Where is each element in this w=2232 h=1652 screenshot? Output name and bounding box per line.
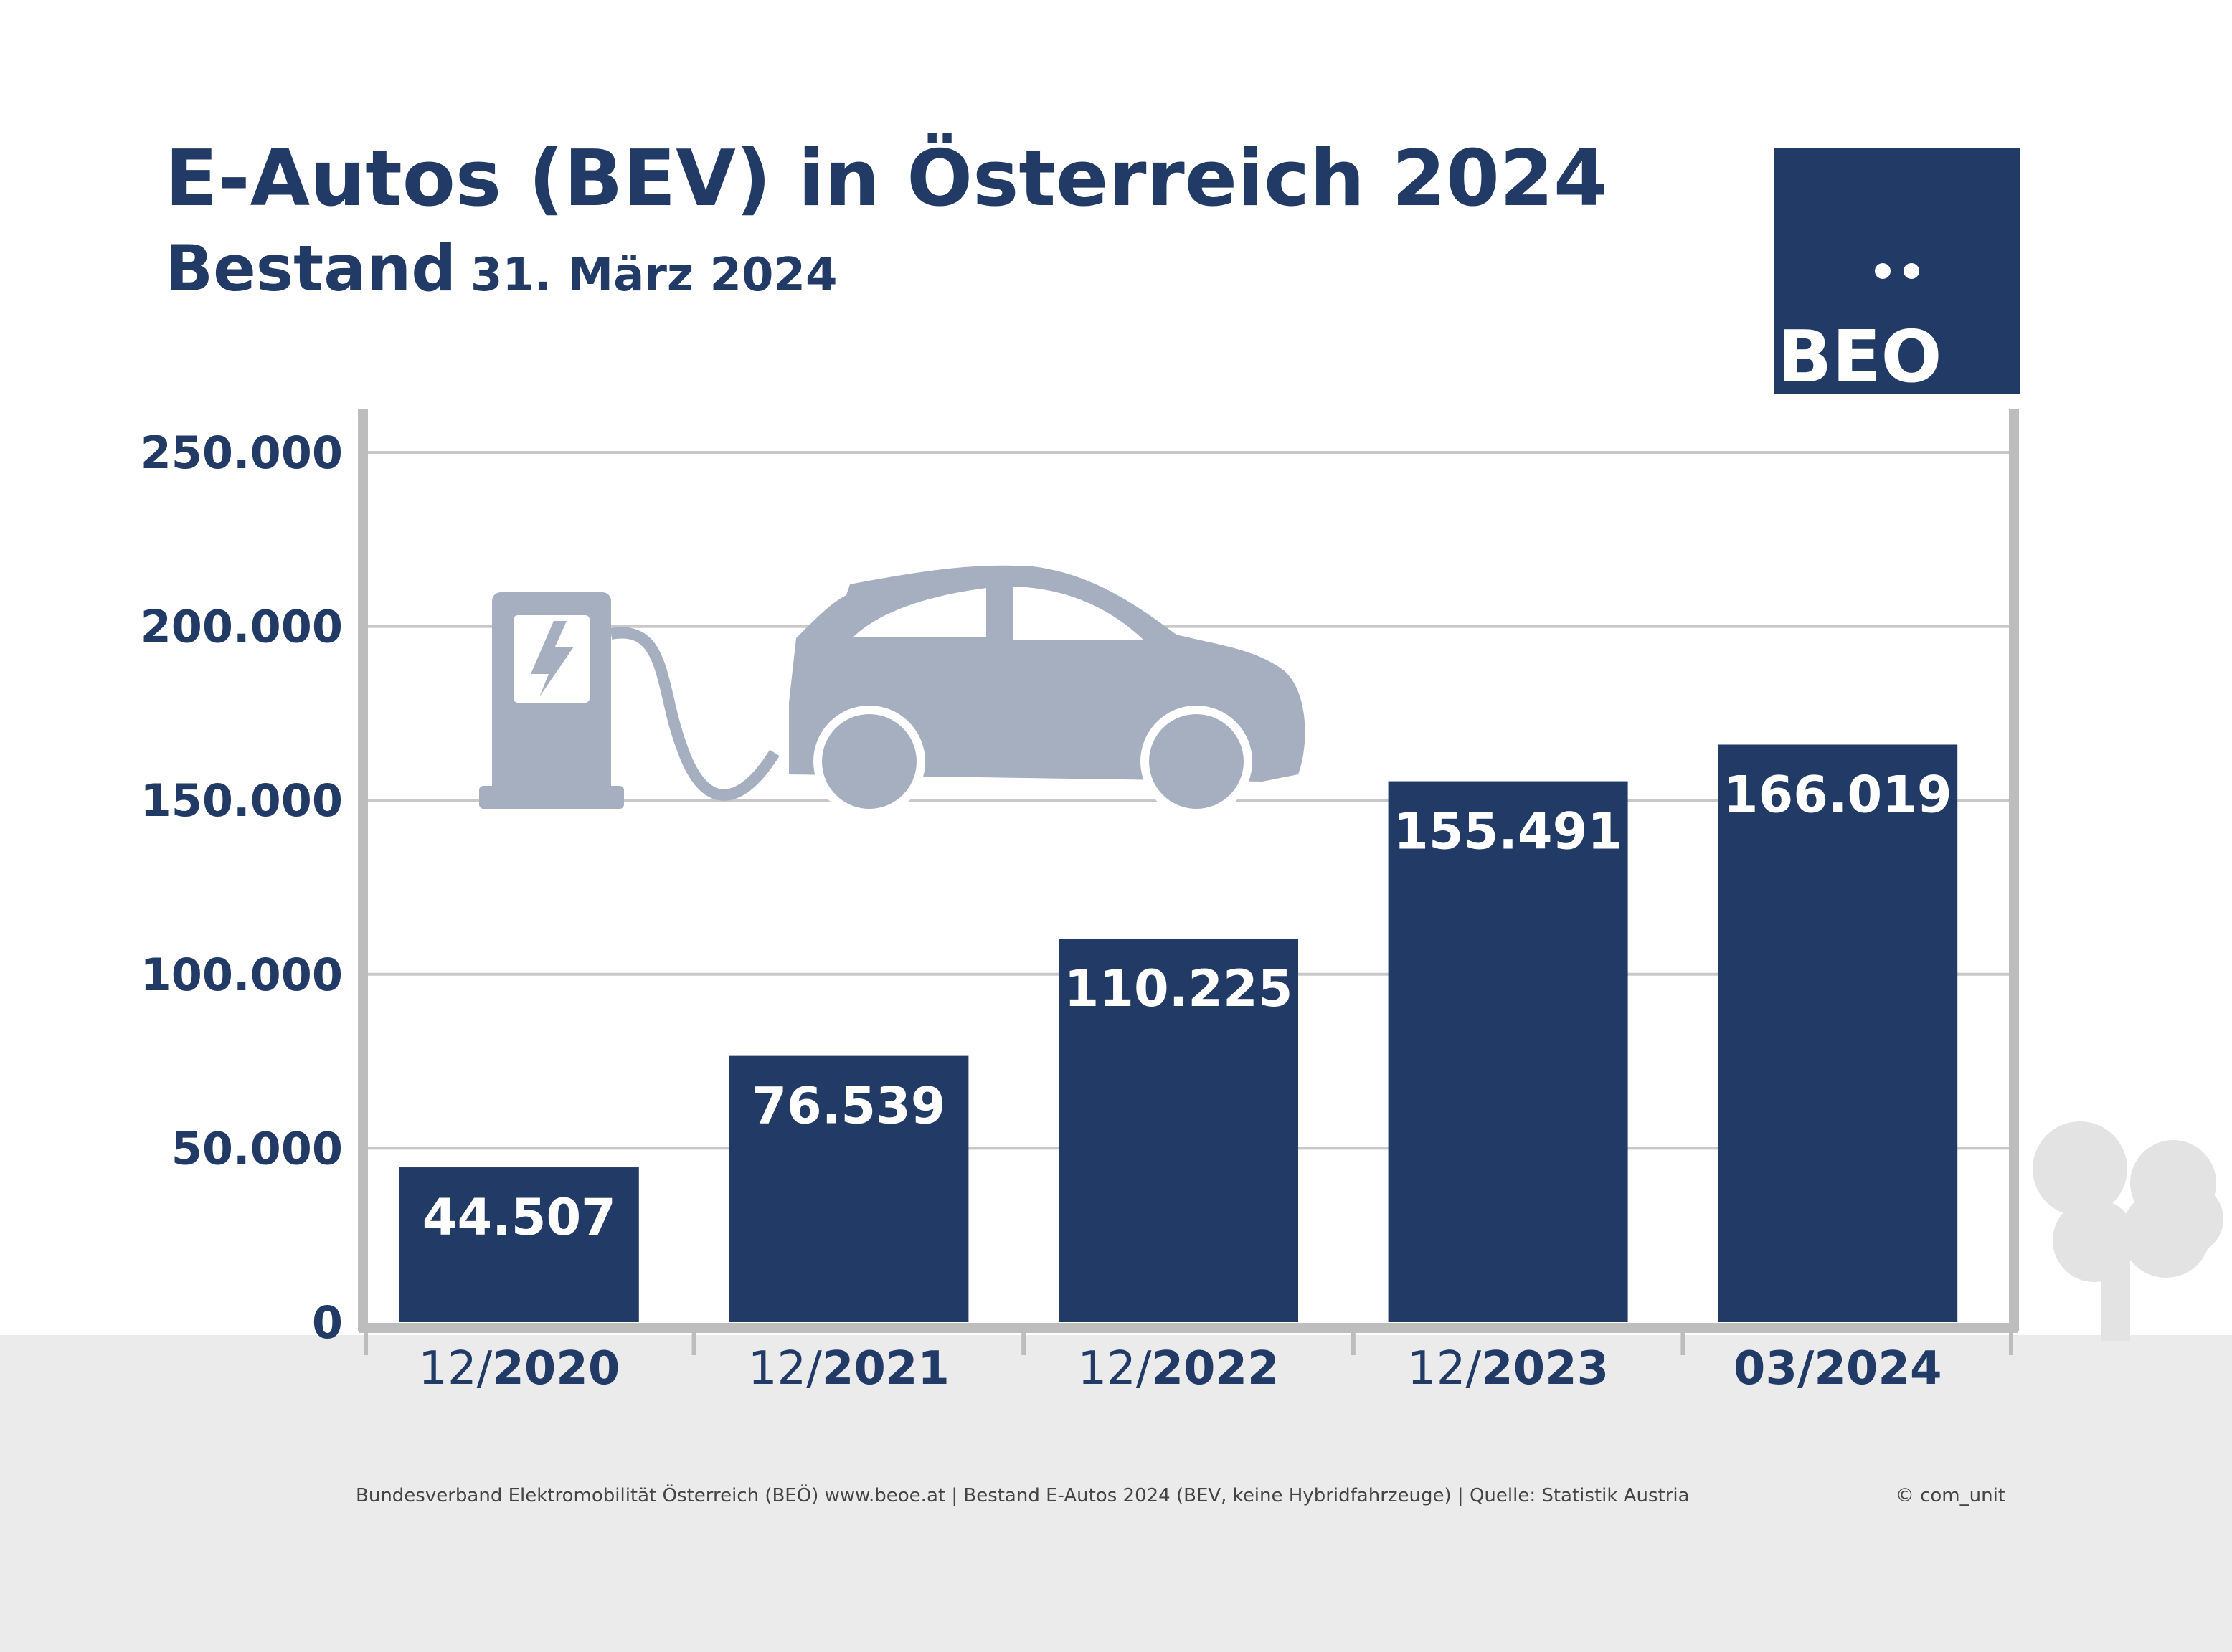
footer-source: Bundesverband Elektromobilität Österreic… xyxy=(356,1484,1690,1506)
x-tick-label: 12/2021 xyxy=(748,1342,950,1395)
x-tick-label: 03/2024 xyxy=(1734,1342,1942,1395)
bars: 44.507 76.539 110.225 155.491 166.019 xyxy=(399,744,1958,1322)
beo-logo: BEO xyxy=(1774,148,2020,399)
tree-icon xyxy=(2033,1121,2223,1341)
bar-value-label: 110.225 xyxy=(1064,959,1293,1018)
svg-text:BEO: BEO xyxy=(1777,315,1942,399)
bar-value-label: 44.507 xyxy=(422,1188,616,1247)
y-tick-labels: 0 50.000 100.000 150.000 200.000 250.000 xyxy=(141,427,343,1349)
axes xyxy=(358,409,2019,1355)
subtitle-date: 31. März 2024 xyxy=(470,249,838,302)
bar xyxy=(1718,744,1958,1322)
y-tick-label: 250.000 xyxy=(141,427,343,479)
y-tick-label: 100.000 xyxy=(141,949,343,1001)
page-title: E-Autos (BEV) in Österreich 2024 xyxy=(165,133,1607,224)
x-tick-label: 12/2020 xyxy=(418,1342,620,1395)
subtitle-bold: Bestand xyxy=(165,232,456,305)
bar xyxy=(1059,939,1298,1322)
charging-station-icon xyxy=(479,592,780,809)
x-tick-label: 12/2023 xyxy=(1407,1342,1609,1395)
bar xyxy=(1388,781,1628,1322)
footer-copyright: © com_unit xyxy=(1896,1485,2005,1506)
y-tick-label: 150.000 xyxy=(141,774,343,827)
ground xyxy=(0,1335,2232,1652)
x-tick-label: 12/2022 xyxy=(1077,1342,1279,1395)
bar-value-label: 155.491 xyxy=(1394,802,1622,861)
subtitle: Bestand 31. März 2024 xyxy=(165,232,838,305)
bar-value-label: 76.539 xyxy=(752,1077,945,1136)
bar xyxy=(729,1055,969,1322)
y-tick-label: 50.000 xyxy=(171,1122,343,1174)
electric-car-icon xyxy=(789,565,1305,817)
y-tick-label: 0 xyxy=(312,1296,343,1349)
bar xyxy=(399,1167,639,1322)
bar-value-label: 166.019 xyxy=(1723,765,1952,824)
x-tick-labels: 12/2020 12/2021 12/2022 12/2023 03/2024 xyxy=(418,1342,1942,1395)
y-tick-label: 200.000 xyxy=(141,601,343,653)
